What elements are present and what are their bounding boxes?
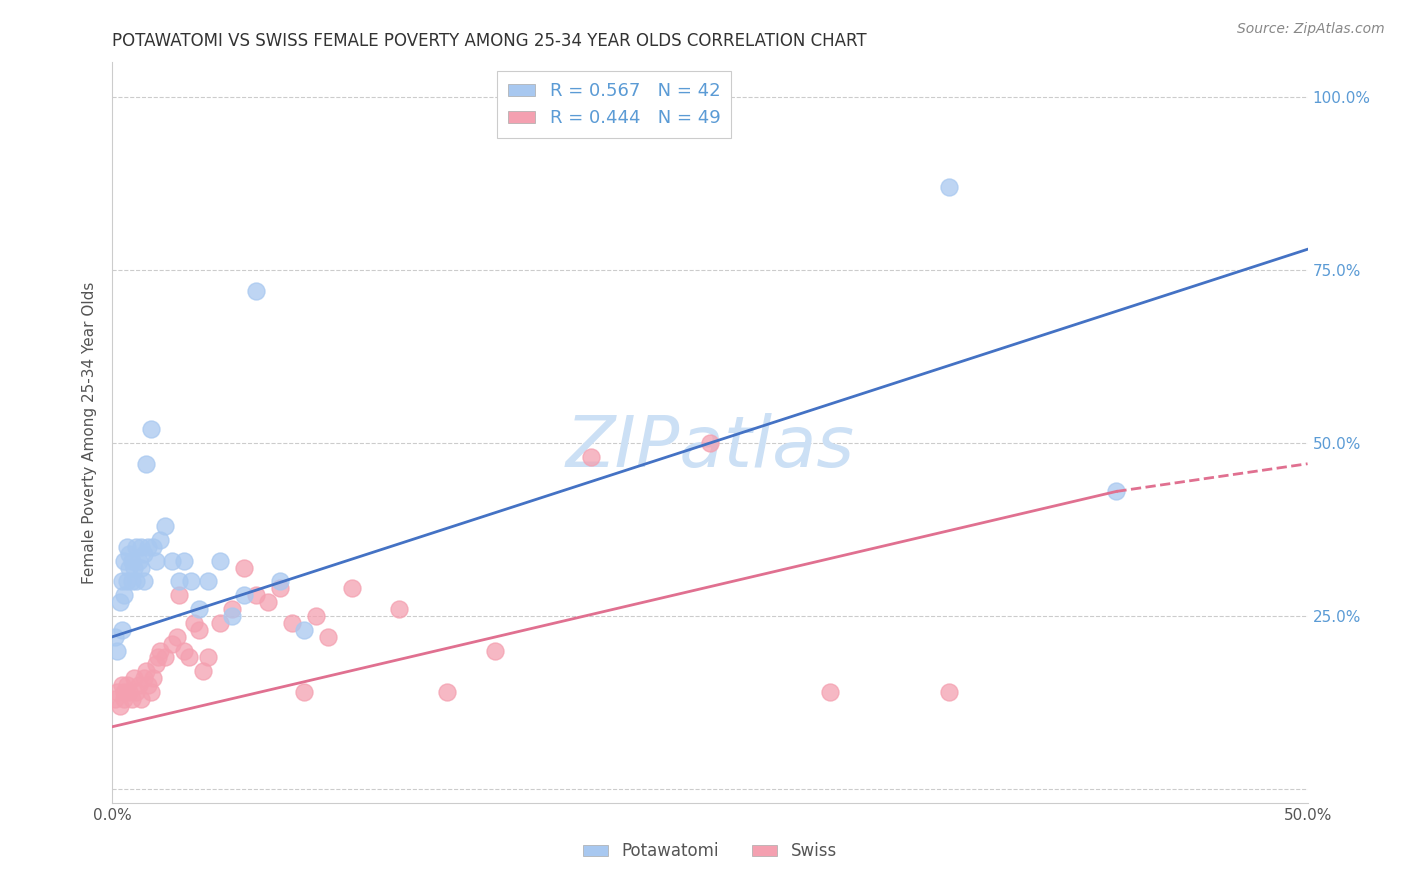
Point [209, 554, 232, 568]
Point [111, 678, 134, 692]
Point [484, 643, 506, 657]
Point [145, 657, 167, 672]
Point [162, 637, 183, 651]
Point [233, 560, 256, 574]
Point [129, 540, 152, 554]
Point [129, 692, 152, 706]
Point [138, 540, 160, 554]
Point [245, 588, 267, 602]
Point [105, 685, 128, 699]
Point [162, 554, 183, 568]
Point [135, 457, 157, 471]
Point [579, 450, 602, 464]
Point [115, 678, 138, 692]
Point [388, 602, 411, 616]
Point [149, 643, 172, 657]
Point [187, 602, 209, 616]
Point [104, 630, 127, 644]
Point [177, 650, 200, 665]
Point [108, 698, 131, 713]
Point [114, 554, 135, 568]
Point [183, 615, 205, 630]
Legend: Potawatomi, Swiss: Potawatomi, Swiss [575, 834, 845, 869]
Point [193, 665, 215, 679]
Point [125, 574, 148, 589]
Point [292, 685, 315, 699]
Point [305, 609, 328, 624]
Point [169, 574, 191, 589]
Point [104, 692, 127, 706]
Point [166, 630, 188, 644]
Point [292, 623, 315, 637]
Point [115, 574, 138, 589]
Point [138, 678, 160, 692]
Point [197, 574, 219, 589]
Point [233, 588, 256, 602]
Point [145, 554, 167, 568]
Point [197, 650, 219, 665]
Point [122, 671, 145, 685]
Point [105, 643, 128, 657]
Point [125, 685, 148, 699]
Point [118, 685, 141, 699]
Text: Source: ZipAtlas.com: Source: ZipAtlas.com [1237, 22, 1385, 37]
Point [114, 692, 135, 706]
Point [132, 574, 155, 589]
Point [122, 560, 145, 574]
Y-axis label: Female Poverty Among 25-34 Year Olds: Female Poverty Among 25-34 Year Olds [82, 282, 97, 583]
Point [269, 582, 291, 596]
Point [938, 685, 960, 699]
Point [132, 547, 155, 561]
Point [173, 643, 195, 657]
Point [818, 685, 841, 699]
Point [187, 623, 209, 637]
Point [125, 540, 148, 554]
Point [257, 595, 280, 609]
Point [139, 685, 162, 699]
Point [132, 671, 155, 685]
Point [245, 284, 267, 298]
Point [1105, 484, 1128, 499]
Point [281, 615, 304, 630]
Point [436, 685, 458, 699]
Point [114, 685, 135, 699]
Point [221, 602, 243, 616]
Point [221, 609, 243, 624]
Point [173, 554, 195, 568]
Point [142, 540, 165, 554]
Point [121, 692, 143, 706]
Point [121, 554, 143, 568]
Point [269, 574, 291, 589]
Point [118, 547, 141, 561]
Point [938, 180, 960, 194]
Point [108, 595, 131, 609]
Point [142, 671, 165, 685]
Point [153, 650, 176, 665]
Point [128, 554, 150, 568]
Point [129, 560, 152, 574]
Point [111, 623, 134, 637]
Point [121, 574, 143, 589]
Point [149, 533, 172, 547]
Point [146, 650, 169, 665]
Point [180, 574, 202, 589]
Point [128, 678, 150, 692]
Point [699, 436, 721, 450]
Point [115, 540, 138, 554]
Text: POTAWATOMI VS SWISS FEMALE POVERTY AMONG 25-34 YEAR OLDS CORRELATION CHART: POTAWATOMI VS SWISS FEMALE POVERTY AMONG… [112, 32, 868, 50]
Point [153, 519, 176, 533]
Point [209, 615, 232, 630]
Point [111, 574, 134, 589]
Point [169, 588, 191, 602]
Point [316, 630, 339, 644]
Point [118, 560, 141, 574]
Point [340, 582, 363, 596]
Point [114, 588, 135, 602]
Point [139, 422, 162, 436]
Point [135, 665, 157, 679]
Text: ZIPatlas: ZIPatlas [565, 413, 855, 482]
